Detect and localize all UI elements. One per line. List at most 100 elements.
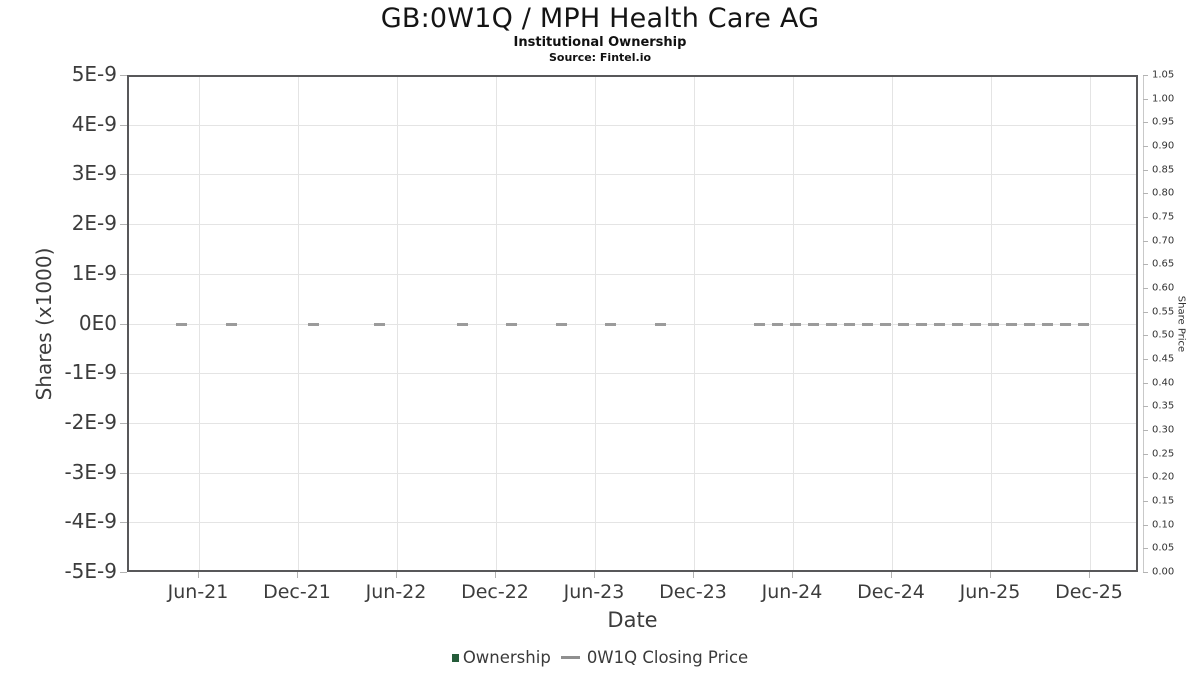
x-tick-label: Jun-25 bbox=[959, 581, 1021, 603]
y-tick-mark bbox=[120, 323, 127, 325]
y-tick-mark bbox=[120, 472, 127, 474]
ownership-legend-label: Ownership bbox=[462, 648, 551, 667]
chart-title: GB:0W1Q / MPH Health Care AG bbox=[380, 3, 820, 34]
chart-source: Source: Fintel.io bbox=[548, 51, 652, 64]
y-tick-mark bbox=[120, 373, 127, 375]
right-tick-label: 1.00 bbox=[1152, 93, 1175, 105]
x-tick-label: Jun-22 bbox=[365, 581, 427, 603]
right-tick-mark bbox=[1143, 382, 1148, 384]
right-tick-mark bbox=[1143, 311, 1148, 313]
right-tick-mark bbox=[1143, 240, 1148, 242]
y-tick-label: -3E-9 bbox=[64, 459, 117, 484]
x-tick-label: Dec-21 bbox=[263, 581, 331, 603]
x-tick-label: Dec-25 bbox=[1055, 581, 1123, 603]
right-tick-mark bbox=[1143, 453, 1148, 455]
right-tick-label: 0.15 bbox=[1152, 495, 1175, 507]
x-tick-mark bbox=[495, 572, 496, 578]
right-tick-label: 0.50 bbox=[1152, 329, 1175, 341]
right-tick-mark bbox=[1143, 406, 1148, 408]
right-tick-mark bbox=[1143, 477, 1148, 479]
right-tick-mark bbox=[1143, 75, 1148, 76]
right-tick-mark bbox=[1143, 430, 1148, 431]
right-tick-mark bbox=[1143, 264, 1148, 266]
y-tick-mark bbox=[120, 224, 127, 226]
y-tick-label: 1E-9 bbox=[71, 260, 117, 285]
chart-subtitle: Institutional Ownership bbox=[513, 35, 687, 50]
right-tick-label: 0.80 bbox=[1152, 187, 1175, 199]
price-line-dash bbox=[654, 323, 666, 326]
right-tick-label: 0.10 bbox=[1152, 519, 1175, 531]
y-tick-label: 2E-9 bbox=[71, 211, 117, 236]
right-tick-label: 0.70 bbox=[1152, 235, 1175, 247]
y-gridline bbox=[129, 373, 1136, 375]
y-tick-mark bbox=[120, 75, 127, 76]
price-line-dash bbox=[456, 323, 468, 326]
y-tick-label: -2E-9 bbox=[64, 409, 117, 434]
price-line-dash bbox=[374, 323, 385, 326]
right-tick-label: 0.40 bbox=[1152, 377, 1175, 389]
y-gridline bbox=[129, 273, 1136, 275]
x-tick-label: Dec-22 bbox=[461, 581, 529, 603]
x-tick-mark bbox=[594, 572, 595, 578]
price-line-dashed-segment bbox=[754, 323, 1094, 326]
y-tick-label: 3E-9 bbox=[71, 161, 117, 186]
y-gridline bbox=[129, 522, 1136, 524]
right-tick-label: 0.20 bbox=[1152, 471, 1175, 483]
x-tick-mark bbox=[396, 572, 397, 578]
right-tick-label: 0.55 bbox=[1152, 306, 1175, 318]
right-tick-mark bbox=[1143, 572, 1148, 573]
right-tick-label: 0.75 bbox=[1152, 211, 1175, 223]
right-tick-label: 0.85 bbox=[1152, 164, 1175, 176]
x-tick-mark bbox=[693, 572, 694, 578]
y-gridline bbox=[129, 323, 1136, 325]
y-gridline bbox=[129, 422, 1136, 424]
y-gridline bbox=[129, 124, 1136, 126]
right-tick-mark bbox=[1143, 193, 1148, 195]
x-tick-label: Dec-23 bbox=[659, 581, 727, 603]
right-tick-mark bbox=[1143, 217, 1148, 218]
ownership-legend-marker-icon bbox=[451, 653, 459, 662]
x-tick-label: Jun-24 bbox=[761, 581, 823, 603]
right-tick-mark bbox=[1143, 146, 1148, 147]
x-tick-label: Jun-23 bbox=[563, 581, 625, 603]
y-tick-label: 4E-9 bbox=[71, 111, 117, 136]
right-axis-spine bbox=[1143, 75, 1144, 572]
right-tick-mark bbox=[1143, 122, 1148, 124]
right-tick-label: 0.35 bbox=[1152, 400, 1175, 412]
right-tick-mark bbox=[1143, 98, 1148, 100]
right-tick-label: 0.65 bbox=[1152, 258, 1175, 270]
y-tick-mark bbox=[120, 422, 127, 424]
y-tick-mark bbox=[120, 273, 127, 275]
right-tick-mark bbox=[1143, 548, 1148, 550]
right-tick-mark bbox=[1143, 524, 1148, 526]
right-tick-mark bbox=[1143, 169, 1148, 171]
right-tick-mark bbox=[1143, 359, 1148, 360]
x-tick-mark bbox=[297, 572, 298, 578]
y-tick-mark bbox=[120, 522, 127, 524]
right-tick-label: 0.00 bbox=[1152, 566, 1175, 578]
price-legend-line-icon bbox=[560, 656, 580, 659]
right-tick-label: 0.45 bbox=[1152, 353, 1175, 365]
y-tick-mark bbox=[120, 572, 127, 573]
price-line-dash bbox=[176, 323, 187, 326]
right-tick-mark bbox=[1143, 501, 1148, 502]
right-tick-label: 0.90 bbox=[1152, 140, 1175, 152]
y-tick-label: -5E-9 bbox=[64, 559, 117, 584]
right-tick-label: 0.25 bbox=[1152, 448, 1175, 460]
right-tick-mark bbox=[1143, 288, 1148, 289]
right-tick-label: 0.30 bbox=[1152, 424, 1175, 436]
y-tick-label: -1E-9 bbox=[64, 360, 117, 385]
y-tick-label: 0E0 bbox=[78, 310, 117, 335]
y-gridline bbox=[129, 472, 1136, 474]
price-line-dash bbox=[225, 323, 237, 326]
x-tick-mark bbox=[891, 572, 892, 578]
right-tick-label: 1.05 bbox=[1152, 69, 1175, 81]
x-tick-mark bbox=[792, 572, 793, 578]
x-tick-mark bbox=[1089, 572, 1090, 578]
y-tick-mark bbox=[120, 174, 127, 176]
x-tick-label: Jun-21 bbox=[167, 581, 229, 603]
right-tick-label: 0.05 bbox=[1152, 542, 1175, 554]
y-axis-title-right: Share Price bbox=[1175, 295, 1187, 352]
x-axis-title: Date bbox=[607, 608, 658, 632]
price-line-dash bbox=[308, 323, 319, 326]
